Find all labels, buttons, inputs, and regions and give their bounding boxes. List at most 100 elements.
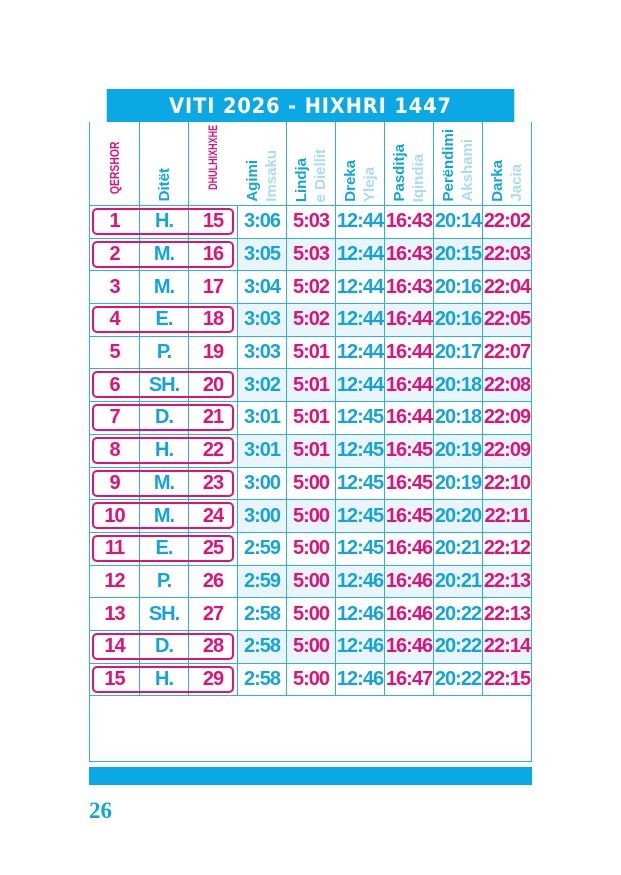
prayer-time: 5:01	[286, 369, 335, 402]
table-row: 8 H. 22 3:01 5:01 12:45 16:45 20:19 22:09	[90, 433, 531, 467]
hijri-day: 29	[188, 663, 237, 696]
prayer-time: 16:45	[384, 434, 433, 467]
weekday: P.	[139, 565, 188, 598]
prayer-time: 16:45	[384, 500, 433, 532]
table-row: 9 M. 23 3:00 5:00 12:45 16:45 20:19 22:10	[90, 466, 531, 500]
table-row: 10 M. 24 3:00 5:00 12:45 16:45 20:20 22:11	[90, 499, 531, 532]
prayer-time: 20:18	[433, 402, 482, 434]
prayer-time: 22:09	[482, 434, 531, 467]
header-time-cell: Agimi Imsaku	[237, 122, 286, 205]
day-number: 8	[109, 439, 120, 462]
prayer-time: 3:00	[237, 500, 286, 532]
prayer-time: 3:00	[237, 467, 286, 500]
prayer-time: 5:02	[286, 271, 335, 304]
prayer-time: 3:05	[237, 238, 286, 271]
table-row: 7 D. 21 3:01 5:01 12:45 16:44 20:18 22:09	[90, 401, 531, 434]
page-number: 26	[89, 798, 112, 823]
header-time-main: Perëndimi	[440, 129, 457, 202]
prayer-time: 22:04	[482, 271, 531, 304]
prayer-time: 20:15	[433, 238, 482, 271]
prayer-time: 5:03	[286, 238, 335, 271]
weekday: M.	[139, 467, 188, 500]
header-time-main: Dreka	[342, 160, 359, 202]
prayer-time: 12:45	[335, 434, 384, 467]
prayer-time: 22:13	[482, 565, 531, 598]
hijri-day: 22	[188, 434, 237, 467]
header-time-cell: Dreka Yleja	[335, 122, 384, 205]
page-title: VITI 2026 - HIXHRI 1447	[106, 89, 515, 122]
weekday: P.	[139, 336, 188, 369]
prayer-time: 22:12	[482, 532, 531, 565]
prayer-time: 20:18	[433, 369, 482, 402]
hijri-day: 15	[188, 206, 237, 238]
prayer-time: 20:16	[433, 304, 482, 336]
weekday: H.	[139, 663, 188, 696]
prayer-time: 22:11	[482, 500, 531, 532]
header-hijri: DHULHIXHXHE	[206, 125, 220, 191]
day-number: 13	[104, 602, 125, 625]
header-time-sub: e Diellit	[312, 148, 329, 202]
prayer-time: 16:46	[384, 630, 433, 663]
header-time-cell: Lindja e Diellit	[286, 122, 335, 205]
header-time-main: Pasditja	[391, 144, 408, 202]
weekday: M.	[139, 238, 188, 271]
prayer-time: 22:08	[482, 369, 531, 402]
prayer-time: 5:00	[286, 598, 335, 630]
hijri-day: 28	[188, 630, 237, 663]
day-number: 6	[109, 373, 120, 396]
hijri-day: 26	[188, 565, 237, 598]
table-row: 14 D. 28 2:58 5:00 12:46 16:46 20:22 22:14	[90, 629, 531, 663]
prayer-time: 12:46	[335, 630, 384, 663]
day-number: 12	[104, 569, 125, 592]
table-row: 1 H. 15 3:06 5:03 12:44 16:43 20:14 22:02	[90, 205, 531, 238]
prayer-time: 3:04	[237, 271, 286, 304]
weekday: E.	[139, 304, 188, 336]
prayer-time: 22:05	[482, 304, 531, 336]
prayer-time: 20:19	[433, 434, 482, 467]
prayer-time: 2:59	[237, 532, 286, 565]
prayer-time: 22:14	[482, 630, 531, 663]
prayer-time: 12:44	[335, 336, 384, 369]
hijri-day: 23	[188, 467, 237, 500]
header-day: Ditët	[155, 167, 173, 201]
hijri-day: 18	[188, 304, 237, 336]
header-month-cell: QERSHOR	[90, 122, 139, 205]
prayer-time: 16:46	[384, 532, 433, 565]
header-time-sub: Iqindia	[410, 153, 427, 202]
hijri-day: 16	[188, 238, 237, 271]
prayer-time: 3:02	[237, 369, 286, 402]
prayer-time: 16:44	[384, 336, 433, 369]
prayer-time: 22:10	[482, 467, 531, 500]
header-time-sub: Yleja	[361, 166, 378, 202]
prayer-time: 5:00	[286, 565, 335, 598]
prayer-time: 16:46	[384, 598, 433, 630]
prayer-time: 22:03	[482, 238, 531, 271]
header-time-cell: Pasditja Iqindia	[384, 122, 433, 205]
prayer-time: 5:00	[286, 532, 335, 565]
prayer-time: 5:02	[286, 304, 335, 336]
header-month: QERSHOR	[107, 141, 122, 195]
prayer-time: 12:46	[335, 598, 384, 630]
prayer-time: 20:21	[433, 532, 482, 565]
prayer-time: 12:46	[335, 565, 384, 598]
prayer-time: 12:44	[335, 304, 384, 336]
weekday: H.	[139, 206, 188, 238]
header-time-main: Darka	[489, 160, 506, 202]
day-number: 11	[104, 537, 125, 560]
table-row: 6 SH. 20 3:02 5:01 12:44 16:44 20:18 22:08	[90, 368, 531, 402]
prayer-time: 16:46	[384, 565, 433, 598]
prayer-time: 5:00	[286, 630, 335, 663]
prayer-time: 22:15	[482, 663, 531, 696]
prayer-time: 3:03	[237, 304, 286, 336]
prayer-time: 12:45	[335, 500, 384, 532]
prayer-time: 20:17	[433, 336, 482, 369]
prayer-time: 16:45	[384, 467, 433, 500]
day-number: 4	[109, 308, 120, 331]
prayer-time: 3:01	[237, 402, 286, 434]
prayer-time: 16:43	[384, 238, 433, 271]
header-hijri-cell: DHULHIXHXHE	[188, 122, 237, 205]
weekday: M.	[139, 271, 188, 304]
prayer-time: 3:06	[237, 206, 286, 238]
table-row: 4 E. 18 3:03 5:02 12:44 16:44 20:16 22:05	[90, 303, 531, 336]
weekday: SH.	[139, 598, 188, 630]
